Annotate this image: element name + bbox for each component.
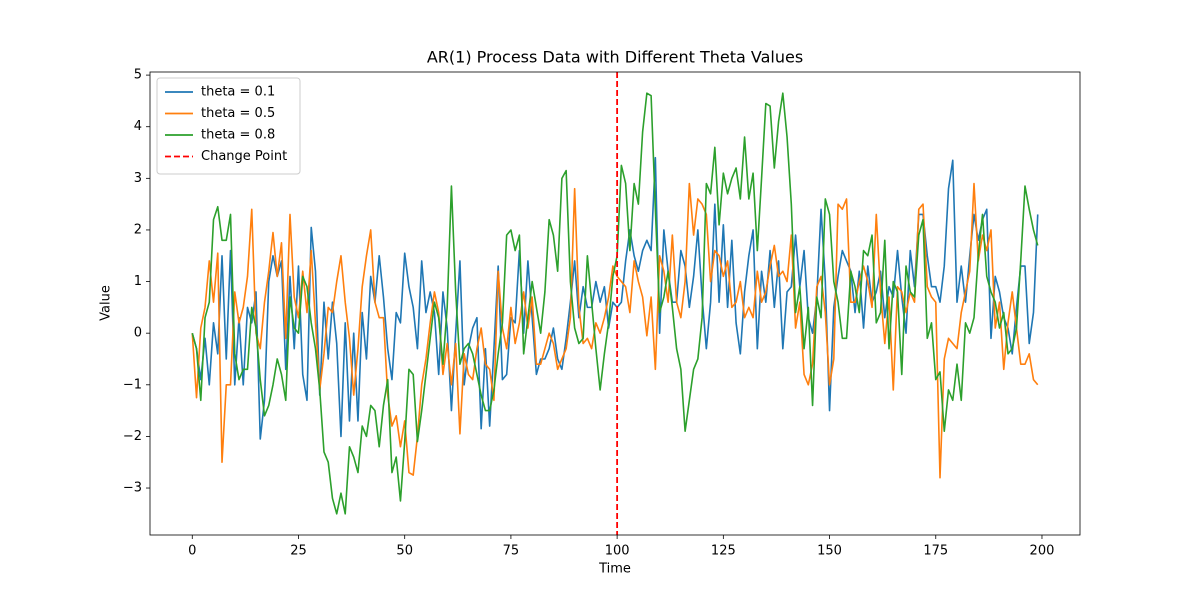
- legend-label: theta = 0.8: [201, 128, 275, 143]
- line-series: [191, 182, 1039, 479]
- y-tick-label: 5: [134, 68, 142, 83]
- x-tick-label: 0: [188, 544, 196, 559]
- x-tick-label: 200: [1030, 544, 1055, 559]
- y-tick-label: 2: [134, 222, 142, 237]
- legend-label: Change Point: [201, 149, 287, 164]
- x-tick-label: 125: [711, 544, 736, 559]
- chart-title: AR(1) Process Data with Different Theta …: [427, 48, 803, 67]
- legend-box: [156, 77, 301, 175]
- x-tick-label: 175: [923, 544, 948, 559]
- x-tick-label: 75: [503, 544, 520, 559]
- plot-frame: [149, 71, 1081, 536]
- y-tick-label: 4: [134, 119, 142, 134]
- x-axis-label: Time: [598, 562, 631, 577]
- x-tick-label: 25: [290, 544, 307, 559]
- line-series: [191, 92, 1039, 515]
- y-tick-label: −3: [123, 481, 142, 496]
- y-axis-label: Value: [99, 285, 114, 321]
- legend-label: theta = 0.5: [201, 106, 275, 121]
- y-tick-label: −2: [123, 429, 142, 444]
- y-tick-label: −1: [123, 377, 142, 392]
- y-tick-label: 0: [134, 326, 142, 341]
- x-tick-label: 100: [605, 544, 630, 559]
- x-tick-label: 150: [817, 544, 842, 559]
- x-tick-label: 50: [396, 544, 413, 559]
- y-tick-label: 3: [134, 171, 142, 186]
- y-tick-label: 1: [134, 274, 142, 289]
- legend-label: theta = 0.1: [201, 85, 275, 100]
